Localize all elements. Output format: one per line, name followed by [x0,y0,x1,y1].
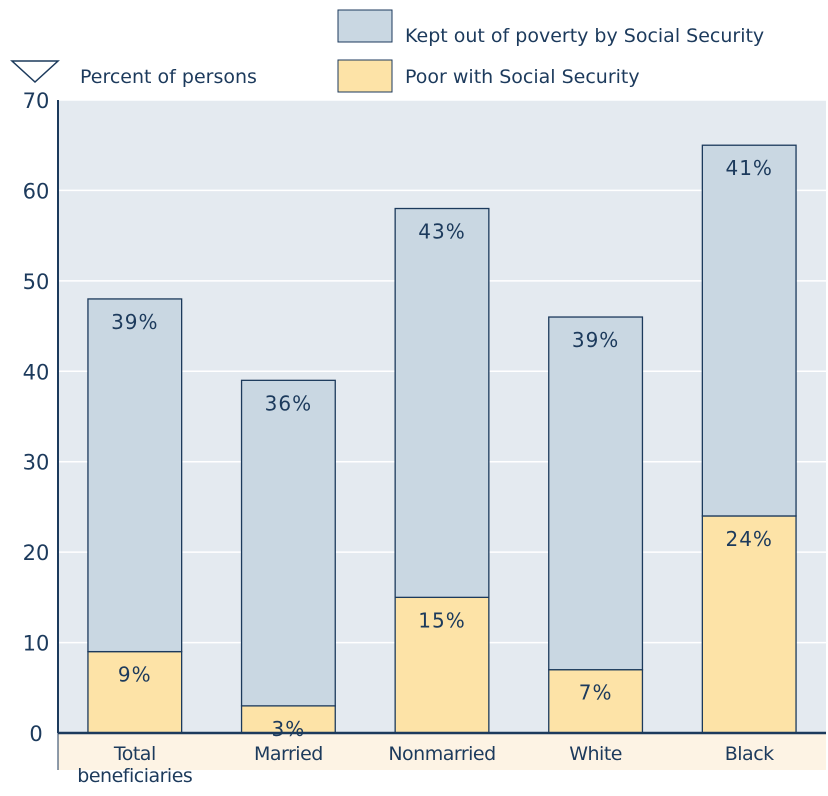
data-label: 39% [572,328,619,352]
y-tick-label: 0 [29,722,42,746]
data-label: 3% [272,717,306,741]
bar-segment-poor [240,705,336,734]
y-tick-label: 70 [23,89,50,113]
bar-segment-kept-out [240,379,336,707]
y-tick-label: 50 [23,270,50,294]
bar-segment-poor [701,515,797,734]
bar-segment-kept-out [548,316,644,671]
data-label: 36% [265,391,312,415]
x-category-label: Total [113,743,156,765]
legend-swatch-kept-out [337,9,393,43]
x-category-label: beneficiaries [77,765,192,787]
data-label: 41% [725,156,772,180]
legend: Percent of persons Kept out of poverty b… [10,9,764,93]
data-label: 15% [418,608,465,632]
y-tick-label: 60 [23,179,50,203]
legend-label-poor: Poor with Social Security [405,66,640,88]
legend-swatch-poor [337,59,393,93]
x-category-label: Married [254,743,323,765]
y-tick-label: 40 [23,360,50,384]
axes [57,100,826,770]
triangle-down-icon [10,60,60,84]
bar-segment-poor [394,596,490,734]
x-category-label: White [569,743,622,765]
bar-segment-poor [87,650,183,734]
x-category-label: Black [725,743,774,765]
data-label: 9% [118,663,152,687]
data-label: 39% [111,310,158,334]
legend-label-kept-out: Kept out of poverty by Social Security [405,25,764,47]
bar-segment-poor [548,669,644,734]
bar-segment-kept-out [87,298,183,653]
y-units-label: Percent of persons [80,66,257,88]
category-band [58,733,826,770]
data-label: 24% [725,527,772,551]
y-tick-label: 10 [23,632,50,656]
bar-segment-kept-out [701,144,797,517]
data-label: 43% [418,220,465,244]
y-tick-label: 20 [23,541,50,565]
bar-segment-kept-out [394,207,490,599]
data-label: 7% [579,681,613,705]
x-category-label: Nonmarried [388,743,495,765]
bars [87,144,797,734]
y-tick-label: 30 [23,451,50,475]
